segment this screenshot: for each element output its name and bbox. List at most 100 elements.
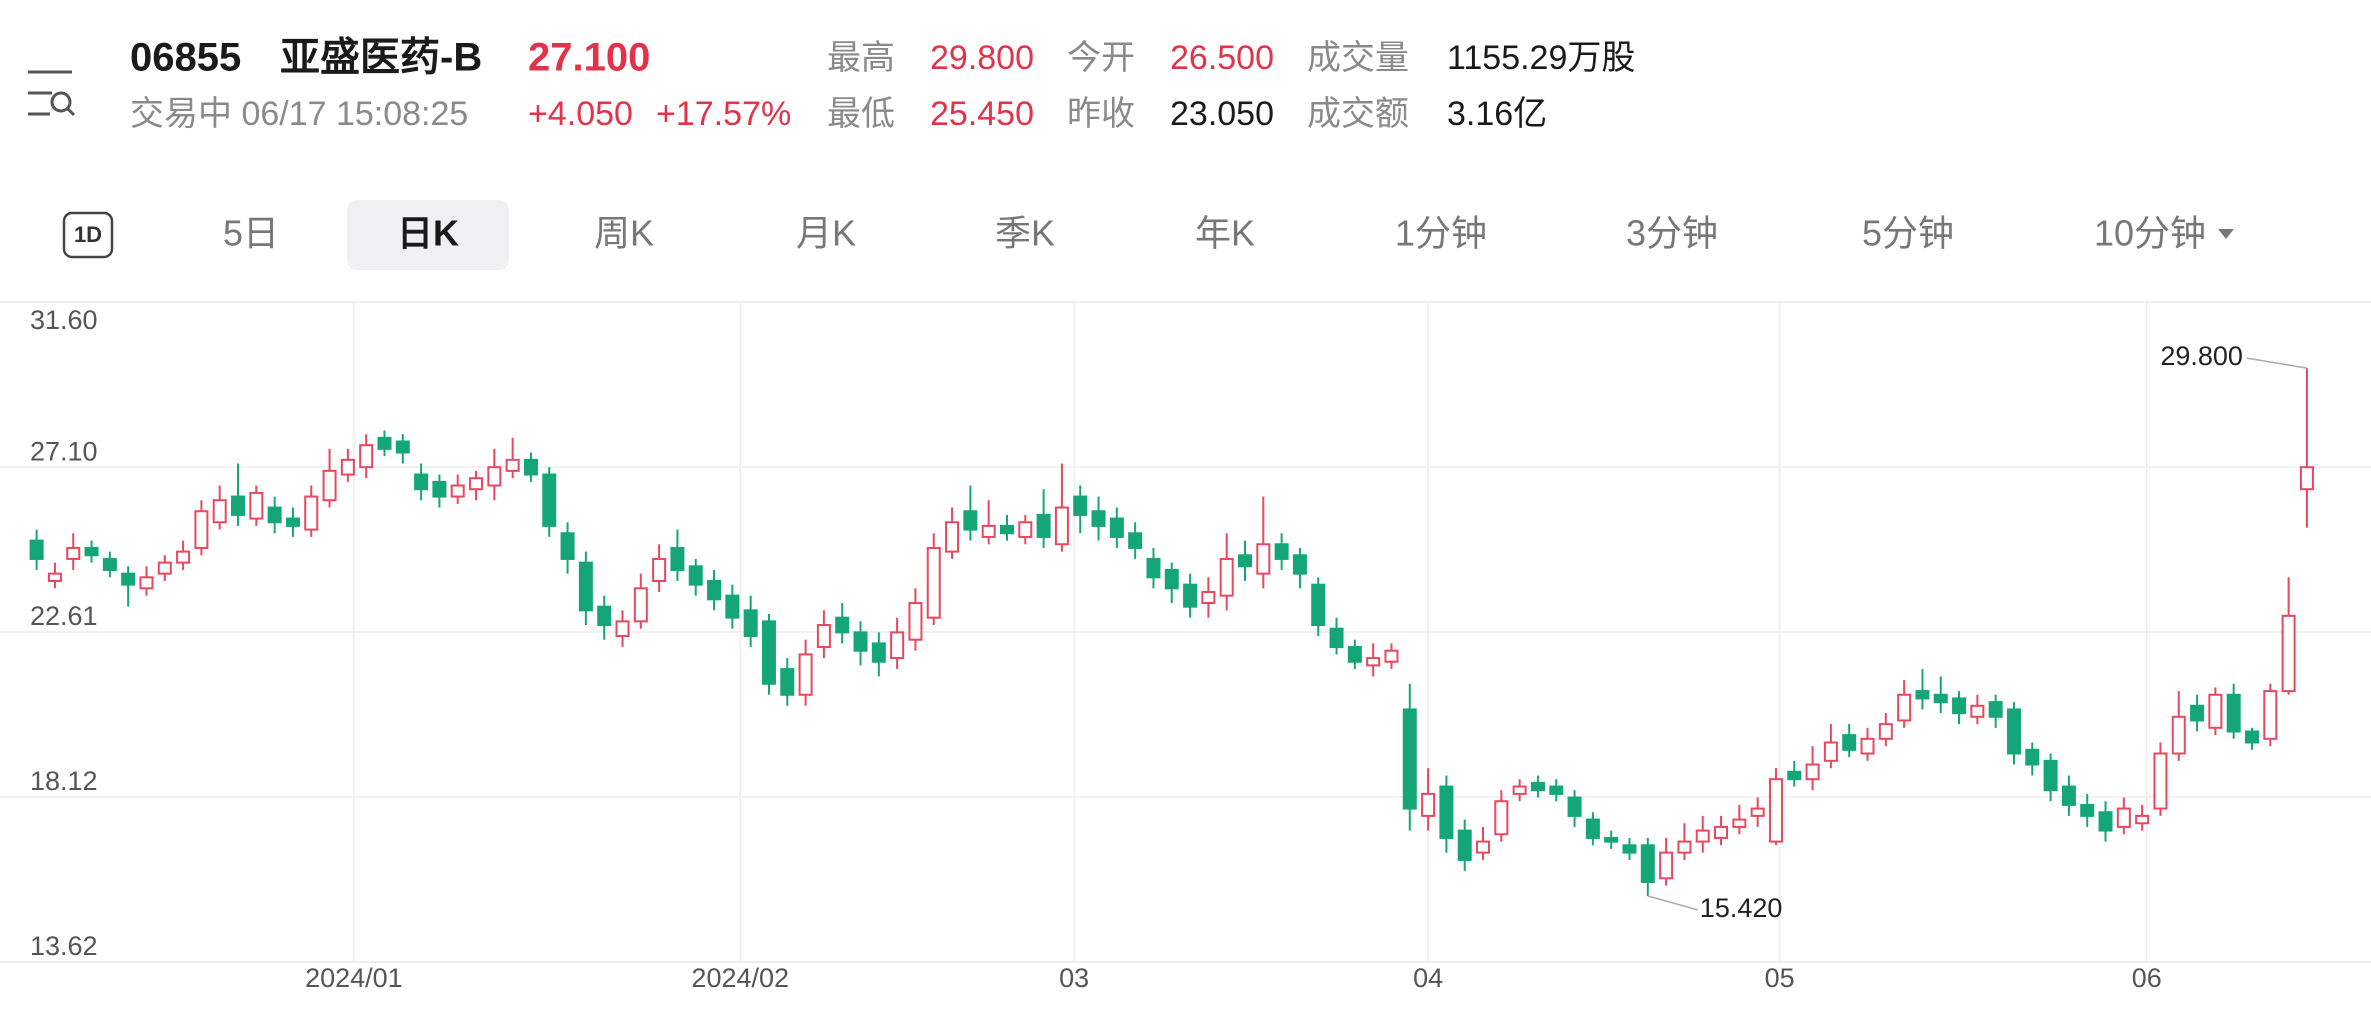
candle-body: [1109, 517, 1124, 538]
stat-label: 最低: [827, 95, 895, 133]
tab[interactable]: 季K: [995, 213, 1055, 254]
candle-body: [139, 576, 154, 590]
candle-body: [560, 532, 575, 560]
candle-body: [1238, 554, 1253, 568]
candle-body: [1073, 495, 1088, 516]
candle-body: [2006, 708, 2021, 755]
candle-body: [816, 624, 831, 649]
candle-body: [121, 572, 136, 586]
candle-body: [2299, 466, 2314, 491]
tab[interactable]: 1分钟: [1395, 213, 1487, 254]
stat-label: 昨收: [1067, 95, 1135, 133]
tab[interactable]: 3分钟: [1626, 213, 1718, 254]
candle-body: [2061, 785, 2076, 806]
stock-code: 06855: [130, 36, 241, 80]
candle-body: [1530, 781, 1545, 792]
candle-body: [670, 546, 685, 571]
candle-body: [871, 642, 886, 663]
candle-body: [1292, 554, 1307, 575]
candle-body: [615, 620, 630, 638]
candle-body: [707, 579, 722, 601]
candle-body: [1146, 557, 1161, 579]
tab[interactable]: 月K: [796, 213, 856, 254]
candle-body: [304, 495, 319, 531]
candle-body: [1897, 693, 1912, 722]
candle-body: [725, 594, 740, 619]
candle-body: [395, 440, 410, 454]
candle-body: [1915, 690, 1930, 700]
tab[interactable]: 1D: [74, 222, 102, 247]
tab[interactable]: 5分钟: [1862, 213, 1954, 254]
candle-body: [157, 561, 172, 575]
candle-body: [2025, 748, 2040, 766]
candle-body: [908, 602, 923, 641]
candle-body: [212, 499, 227, 524]
x-tick-label: 2024/01: [305, 963, 403, 993]
candle-body: [1091, 510, 1106, 527]
candle-body: [1823, 741, 1838, 762]
candle-body: [1219, 557, 1234, 597]
y-tick-label: 31.60: [30, 305, 98, 335]
candle-body: [322, 469, 337, 502]
tab[interactable]: 10分钟: [2094, 213, 2206, 254]
candle-body: [890, 631, 905, 660]
candle-body: [1457, 829, 1472, 861]
tab[interactable]: 日K: [397, 213, 459, 254]
candle-body: [231, 495, 246, 516]
candle-body: [652, 557, 667, 582]
annotation-label: 15.420: [1700, 893, 1783, 923]
candle-body: [249, 491, 264, 520]
tab[interactable]: 年K: [1195, 213, 1255, 254]
candle-body: [1512, 785, 1527, 795]
candle-body: [1970, 704, 1985, 718]
candle-body: [2226, 693, 2241, 733]
candle-body: [2263, 690, 2278, 740]
candle-body: [2208, 693, 2223, 729]
candle-body: [1714, 825, 1729, 839]
x-tick-label: 04: [1413, 963, 1443, 993]
tab[interactable]: 周K: [594, 213, 654, 254]
candle-body: [505, 458, 520, 472]
candle-body: [1988, 701, 2003, 718]
candle-body: [1164, 568, 1179, 590]
candle-body: [66, 546, 81, 560]
stat-label: 成交额: [1307, 95, 1409, 133]
candle-body: [1933, 693, 1948, 704]
y-tick-label: 22.61: [30, 601, 98, 631]
candle-body: [2043, 759, 2058, 792]
candle-body: [1384, 649, 1399, 663]
candle-body: [1860, 737, 1875, 755]
chart: 31.60 27.10 22.61 18.12 13.62 2024/01 2024/02 0…: [0, 301, 2371, 993]
candle-body: [1439, 785, 1454, 839]
tab[interactable]: 5日: [223, 213, 279, 254]
dropdown-arrow[interactable]: [2218, 229, 2234, 239]
candle-body: [194, 510, 209, 549]
menu-icon[interactable]: [28, 70, 76, 117]
candle-body: [1677, 840, 1692, 854]
candle-body: [377, 436, 392, 450]
candle-body: [597, 605, 612, 627]
candle-body: [1695, 829, 1710, 843]
candle-body: [1750, 807, 1765, 817]
candle-body: [1732, 818, 1747, 828]
x-tick-label: 2024/02: [691, 963, 789, 993]
x-tick-label: 03: [1059, 963, 1089, 993]
y-tick-label: 13.62: [30, 931, 98, 961]
stat-value: 3.16亿: [1447, 95, 1547, 133]
candle-body: [1476, 840, 1491, 854]
candle-body: [1659, 851, 1674, 880]
candle-body: [359, 444, 374, 469]
annotation-leader: [2246, 357, 2308, 369]
candle-body: [2153, 752, 2168, 810]
stat-value: 25.450: [930, 95, 1034, 133]
stat-label: 最高: [827, 39, 895, 77]
candle-body: [1311, 583, 1326, 627]
candle-body: [1054, 506, 1069, 546]
candle-body: [267, 506, 282, 524]
candle-body: [1585, 818, 1600, 839]
candle-body: [2281, 614, 2296, 693]
candle-body: [981, 524, 996, 538]
candle-body: [1329, 627, 1344, 649]
annotation-leader: [1647, 895, 1699, 911]
